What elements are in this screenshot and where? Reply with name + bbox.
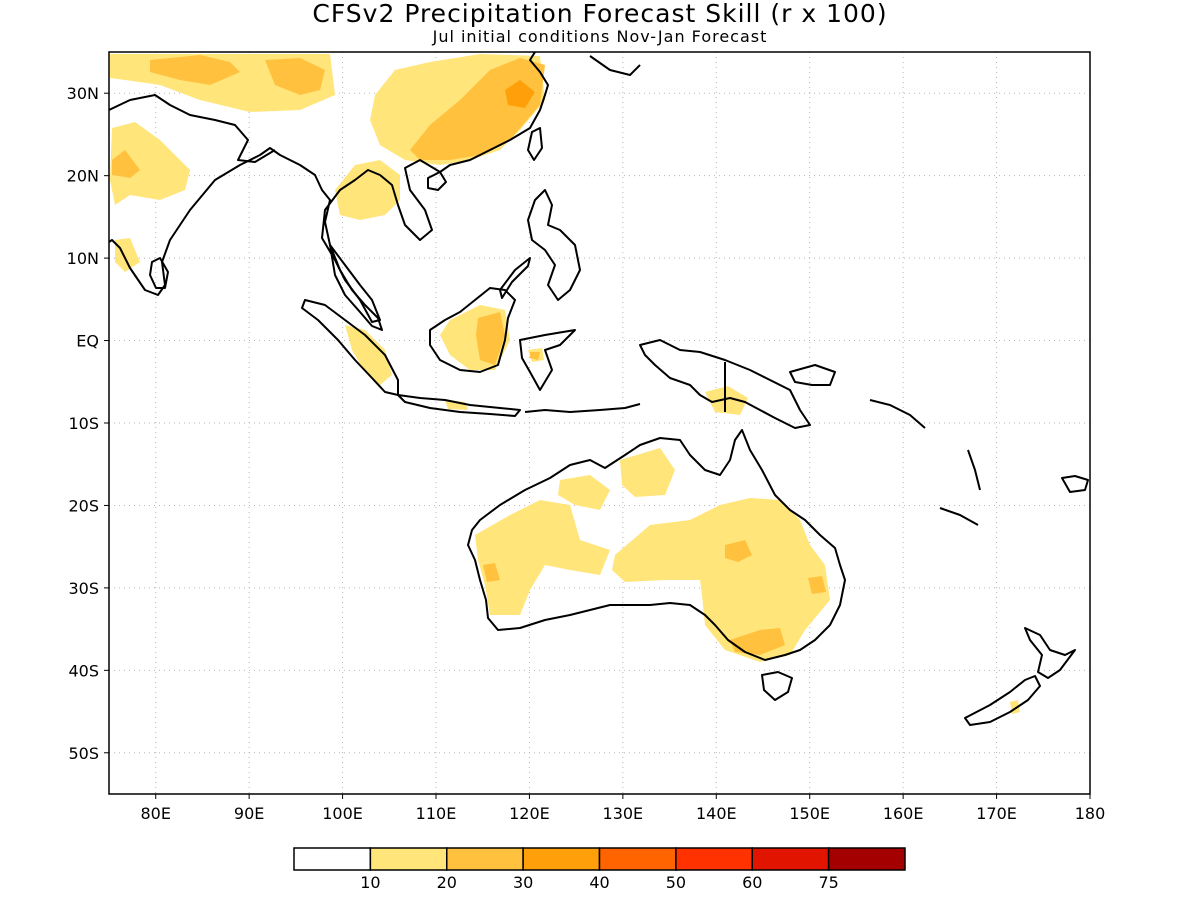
graticule [109,52,1090,794]
lon-tick-label: 100E [322,804,363,823]
skill-region-india [110,122,190,205]
colorbar-label: 20 [437,873,457,892]
coastline-newbritain [789,364,836,386]
colorbar-swatch [598,847,677,871]
colorbar-swatch [675,847,753,871]
skill-region-wa [475,500,610,615]
lat-tick-label: 50S [68,744,99,763]
colorbar-swatch [522,847,601,871]
skill-region-india-south [115,238,140,272]
lon-tick-label: 80E [140,804,170,823]
lat-tick-label: 20S [68,496,99,515]
colorbar-swatch [446,847,524,871]
colorbar-label: 50 [666,873,686,892]
skill-region-tibet-core [150,55,240,85]
lon-tick-label: 130E [603,804,644,823]
coastline-srilanka [149,257,169,289]
lon-tick-label: 110E [416,804,457,823]
coastline-vanuatu [967,449,981,491]
coastline-sulawesi [519,329,576,391]
colorbar-label: 40 [589,873,609,892]
axis-labels: 80E 90E 100E 110E 120E 130E 140E 150E 160E 170E 18… [67,84,1106,823]
lat-tick-label: 40S [68,661,99,680]
skill-shading [110,54,1020,714]
coastline-nz-north [1024,627,1076,679]
skill-region-nsw-core [808,576,826,594]
lat-tick-label: 10S [68,414,99,433]
map-subtitle: Jul initial conditions Nov-Jan Forecast [432,27,768,46]
coastline-india [109,94,276,163]
coastline-australia [467,429,846,661]
lon-tick-label: 150E [789,804,830,823]
skill-region-newguinea [705,386,748,415]
coastline-malaya [329,244,383,331]
lat-tick-label: 10N [67,249,99,268]
coastlines [109,52,1089,726]
coastline-nz-south [964,675,1041,726]
lon-tick-label: 90E [234,804,264,823]
skill-region-sumatra [345,325,392,385]
coastline-palawan [499,257,531,299]
colorbar-swatch [369,847,448,871]
lon-tick-label: 140E [696,804,737,823]
lat-tick-label: EQ [76,332,99,351]
coastline-newguinea [639,339,811,429]
skill-region-china-core [410,58,545,160]
coastline-taiwan [527,127,543,161]
colorbar-swatch [827,847,906,871]
coastline-sunda-islands [524,403,641,413]
coastline-japan [589,55,641,76]
coastline-newcaledonia [939,507,979,526]
skill-region-central-australia [612,498,830,662]
skill-region-china-peak [505,80,535,108]
lon-tick-label: 120E [509,804,550,823]
skill-region-indochina [335,160,400,220]
colorbar-swatch [751,847,830,871]
coastline-tasmania [761,671,793,701]
skill-region-tibet-core2 [265,58,325,95]
skill-region-se-core [730,628,785,655]
coastline-borneo [429,287,516,373]
lon-tick-label: 170E [976,804,1017,823]
colorbar-label: 10 [360,873,380,892]
colorbar-swatch [293,847,372,871]
skill-region-wa-core [483,563,500,582]
colorbar-label: 75 [818,873,838,892]
coastline-solomons [869,399,926,429]
skill-region-kimberley [620,448,675,497]
coastline-sumatra [301,299,399,396]
coastline-fiji [1061,475,1089,493]
lon-tick-label: 160E [883,804,924,823]
skill-region-india-core [112,150,140,178]
skill-region-qld-core [725,540,752,562]
lon-tick-label: 180 [1075,804,1106,823]
skill-region-nw-australia [558,475,610,510]
coastline-philippines [527,189,581,301]
map-title: CFSv2 Precipitation Forecast Skill (r x … [312,0,888,28]
colorbar-label: 30 [513,873,533,892]
lat-tick-label: 30N [67,84,99,103]
colorbar-label: 60 [742,873,762,892]
skill-region-borneo-core [476,312,505,365]
lat-tick-label: 20N [67,167,99,186]
colorbar: 10 20 30 40 50 60 75 [293,847,906,892]
coastline-java [397,394,521,417]
lat-tick-label: 30S [68,579,99,598]
skill-region-sulawesi-core [530,352,540,360]
coastline-hainan [427,171,447,191]
